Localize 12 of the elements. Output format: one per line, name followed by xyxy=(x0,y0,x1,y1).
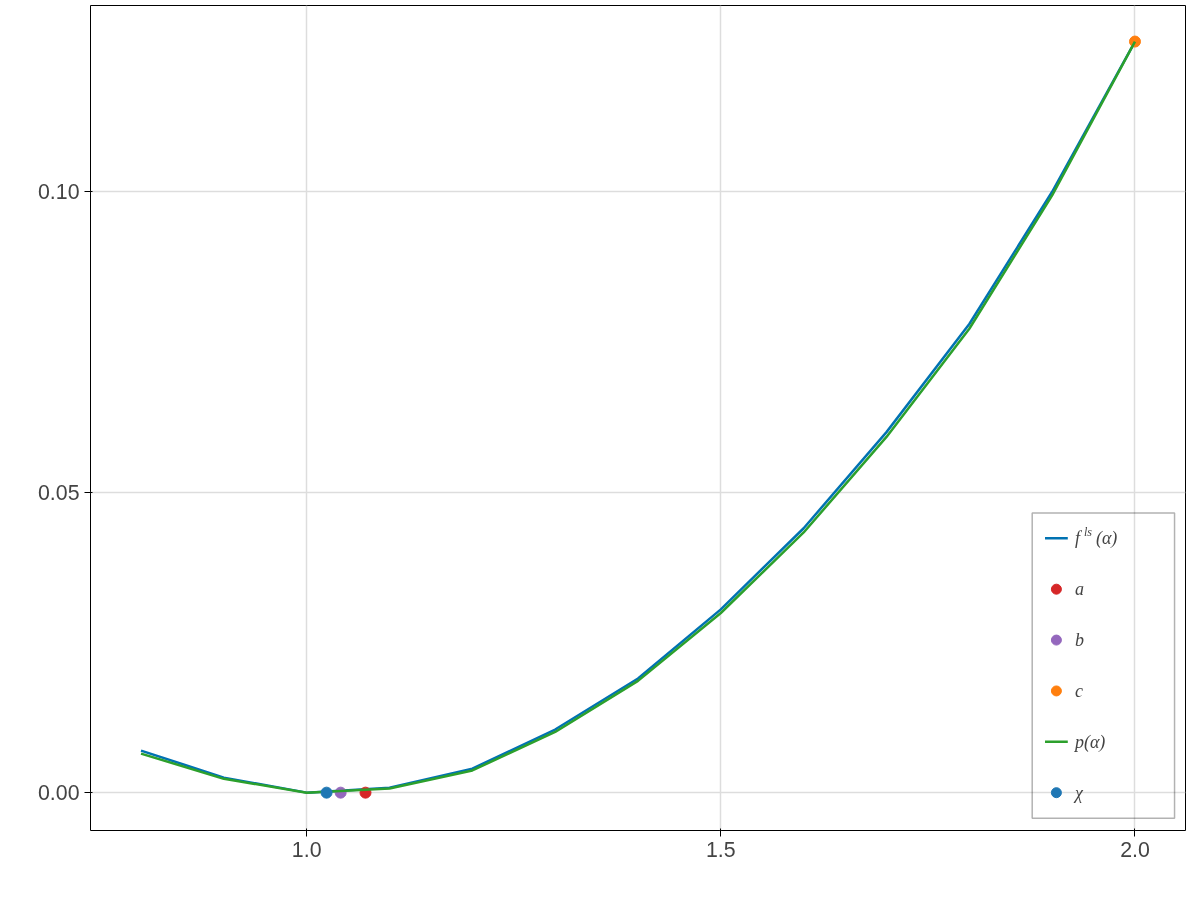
legend-label: p(α) xyxy=(1072,731,1106,753)
legend-label: χ xyxy=(1072,782,1084,803)
legend-label: fls(α) xyxy=(1074,525,1118,550)
y-tick-label: 0.10 xyxy=(37,180,80,205)
legend-label: b xyxy=(1074,630,1084,651)
x-tick-label: 1.5 xyxy=(706,837,736,862)
y-tick-label: 0.05 xyxy=(37,480,80,505)
x-tick-label: 2.0 xyxy=(1120,837,1150,862)
x-tick-label: 1.0 xyxy=(291,837,322,862)
legend-label: a xyxy=(1074,579,1084,600)
y-tick-label: 0.00 xyxy=(37,781,80,806)
legend-label: c xyxy=(1074,680,1083,701)
